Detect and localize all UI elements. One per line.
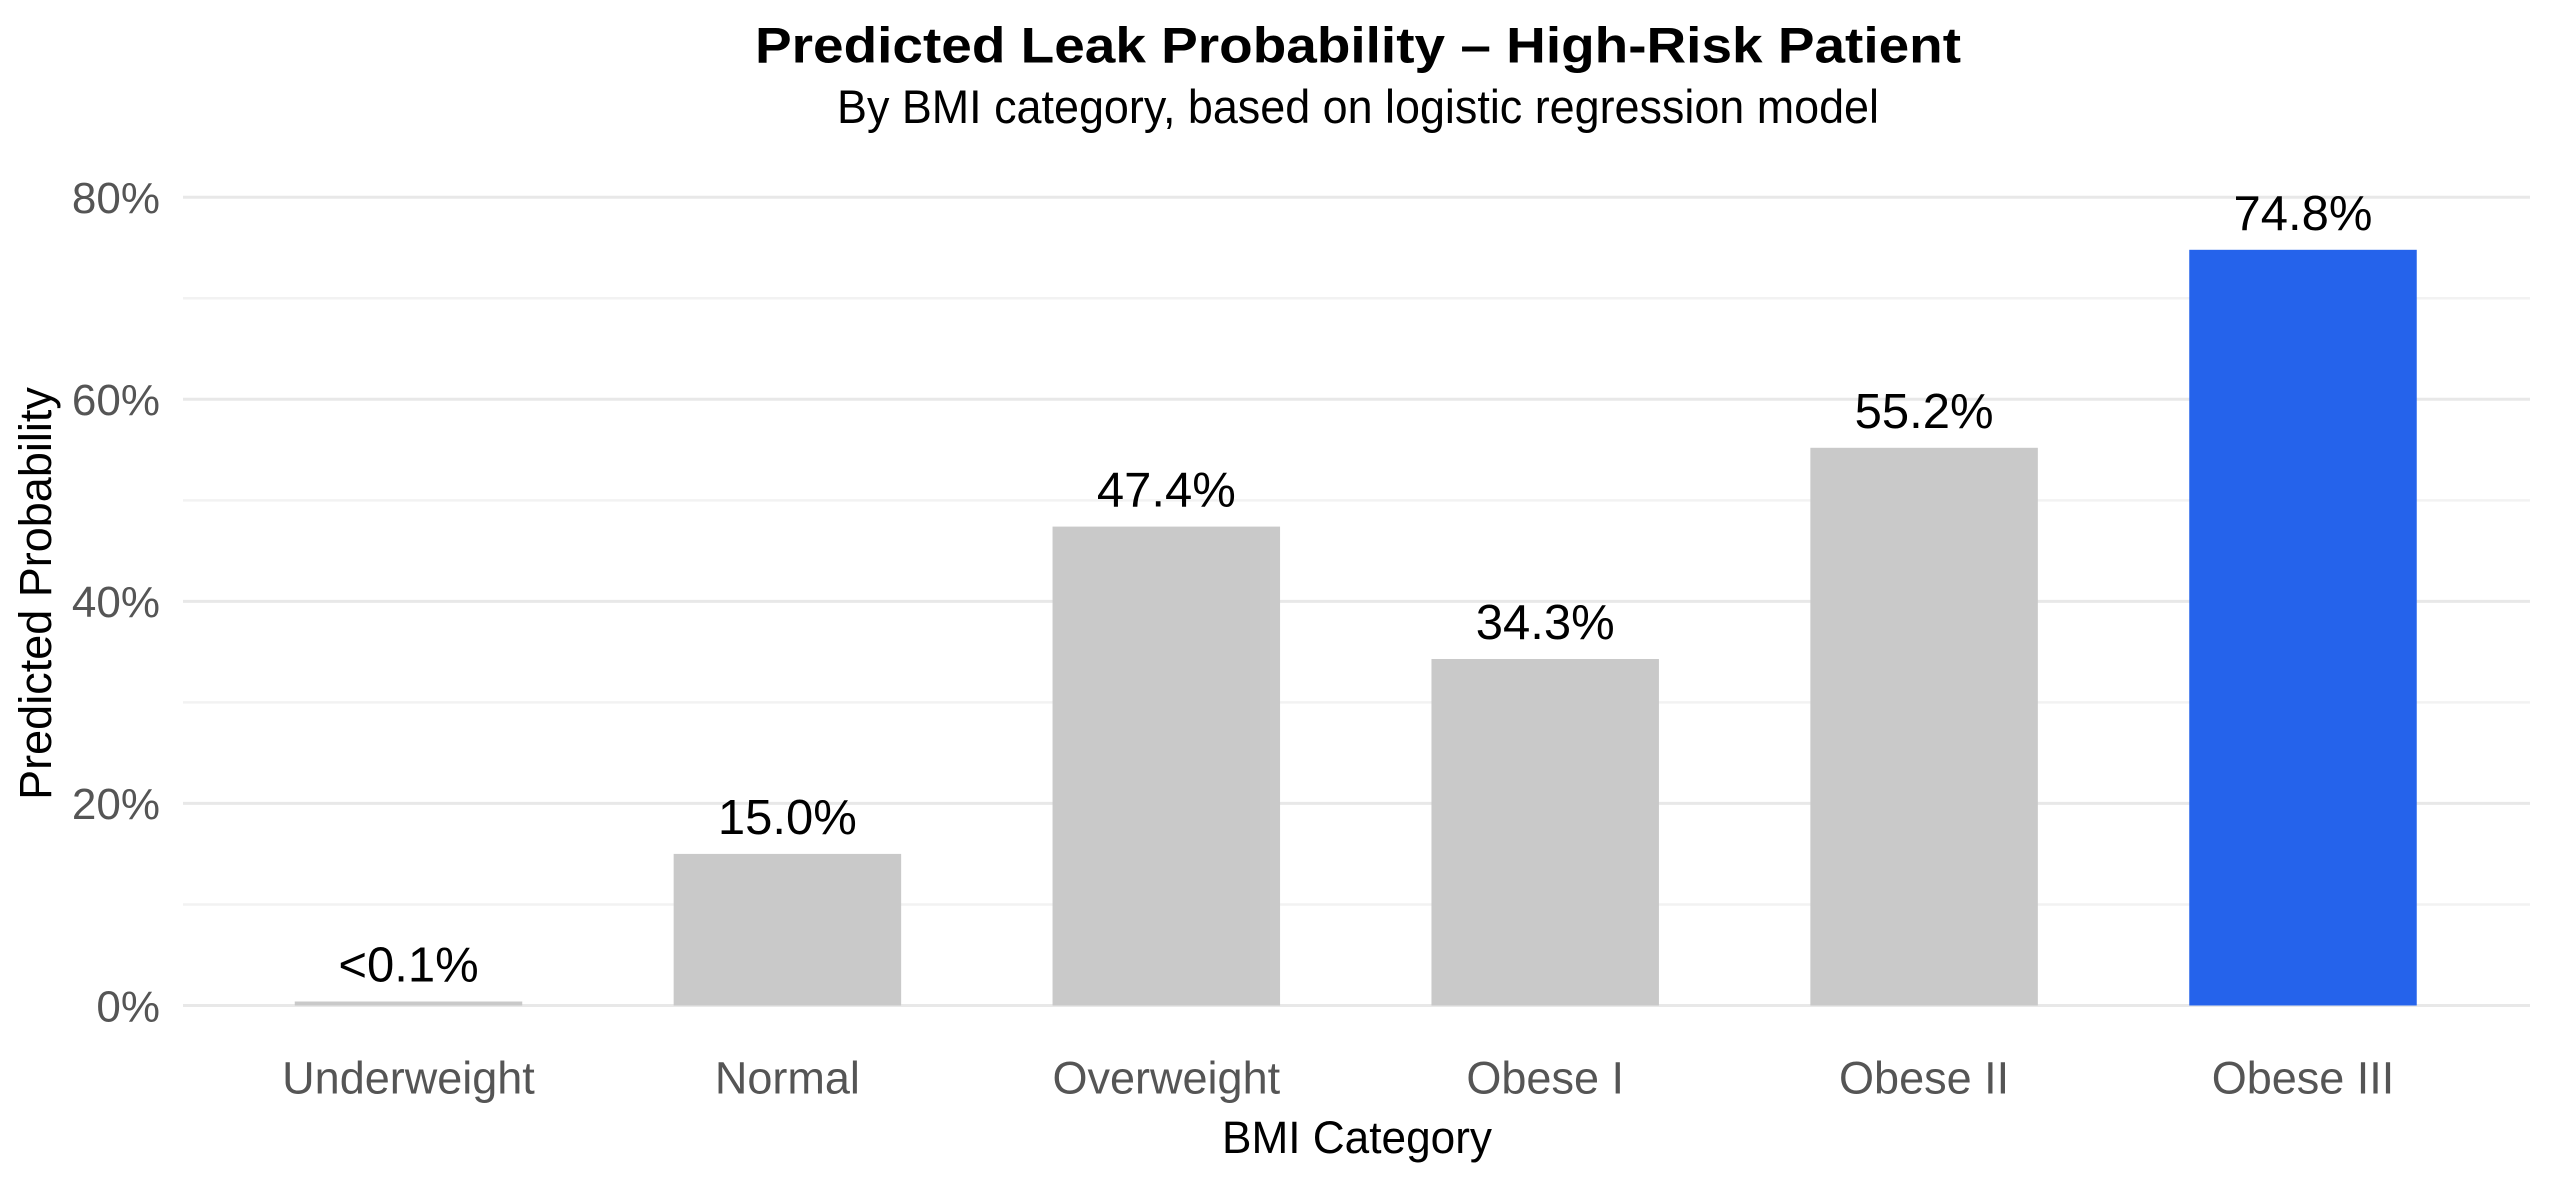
svg-text:0%: 0% — [96, 982, 160, 1031]
svg-text:Normal: Normal — [715, 1053, 860, 1104]
svg-text:Obese III: Obese III — [2212, 1053, 2395, 1104]
svg-text:BMI Category: BMI Category — [1222, 1112, 1492, 1163]
svg-text:Underweight: Underweight — [282, 1053, 535, 1104]
svg-text:47.4%: 47.4% — [1097, 464, 1236, 518]
svg-text:By BMI category, based on logi: By BMI category, based on logistic regre… — [837, 80, 1879, 133]
svg-text:Overweight: Overweight — [1053, 1053, 1281, 1104]
svg-text:34.3%: 34.3% — [1476, 596, 1615, 650]
svg-text:Predicted Leak Probability – H: Predicted Leak Probability – High-Risk P… — [755, 18, 1961, 74]
svg-text:15.0%: 15.0% — [718, 791, 857, 845]
svg-text:Obese II: Obese II — [1839, 1053, 2009, 1104]
svg-text:80%: 80% — [72, 174, 160, 223]
svg-text:74.8%: 74.8% — [2234, 187, 2373, 241]
svg-text:Obese I: Obese I — [1466, 1053, 1624, 1104]
svg-text:<0.1%: <0.1% — [338, 939, 478, 993]
svg-text:60%: 60% — [72, 376, 160, 425]
svg-text:55.2%: 55.2% — [1855, 385, 1994, 439]
svg-text:40%: 40% — [72, 578, 160, 627]
svg-text:20%: 20% — [72, 780, 160, 829]
svg-text:Predicted Probability: Predicted Probability — [10, 387, 61, 800]
